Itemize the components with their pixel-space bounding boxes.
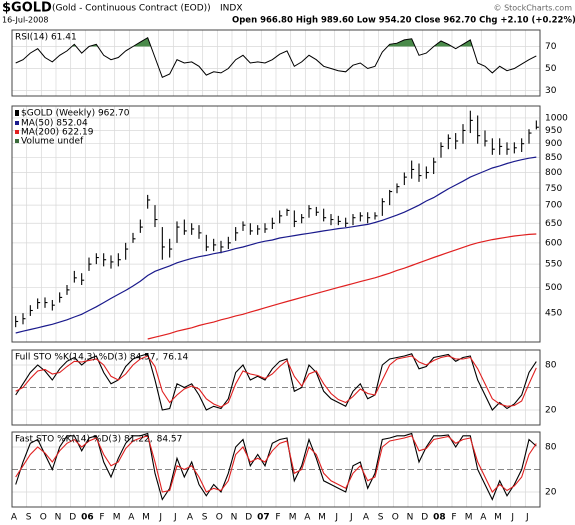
- rsi-line: [15, 36, 537, 78]
- y-tick-label: 70: [545, 42, 557, 52]
- x-tick-label: J: [173, 513, 177, 523]
- panel-label: Fast STO %K(14) %D(3) 81.22,: [15, 435, 153, 445]
- panel-label: Full STO %K(14,3) %D(3) 84.57,: [15, 353, 159, 363]
- y-tick-label: 80: [545, 443, 557, 453]
- y-tick-label: 20: [545, 406, 557, 416]
- x-tick-label: J: [349, 513, 353, 523]
- x-tick-label: M: [142, 513, 150, 523]
- panel-label: 84.57: [157, 435, 183, 445]
- y-tick-label: 950: [545, 126, 562, 136]
- y-tick-label: 650: [545, 219, 562, 229]
- sto-line: [15, 355, 537, 408]
- y-tick-label: 750: [545, 184, 562, 194]
- x-tick-label: M: [113, 513, 121, 523]
- legend-swatch: [15, 139, 19, 143]
- x-tick-label: O: [40, 513, 47, 523]
- x-tick-label: D: [69, 513, 76, 523]
- y-tick-label: 80: [545, 361, 557, 371]
- copyright: © StockCharts.com: [494, 4, 573, 13]
- legend-volume: Volume undef: [21, 137, 84, 147]
- x-tick-label: A: [11, 513, 18, 523]
- y-tick-label: 700: [545, 201, 562, 211]
- legend-price: $GOLD (Weekly) 962.70: [21, 109, 130, 119]
- x-tick-label: 07: [257, 513, 270, 523]
- y-tick-label: 1000: [545, 113, 568, 123]
- ma-line: [15, 156, 537, 334]
- x-tick-label: A: [363, 513, 370, 523]
- y-tick-label: 900: [545, 139, 562, 149]
- legend-entry: MA(200) 622.19: [21, 128, 94, 138]
- panel-frame: [11, 431, 541, 508]
- x-tick-label: N: [231, 513, 238, 523]
- x-tick-label: M: [494, 513, 502, 523]
- x-tick-label: J: [510, 513, 514, 523]
- x-tick-label: S: [378, 513, 384, 523]
- x-tick-label: J: [158, 513, 162, 523]
- x-tick-label: F: [275, 513, 280, 523]
- legend-entry: MA(50) 852.04: [21, 119, 88, 129]
- y-tick-label: 50: [545, 64, 557, 74]
- date: 16-Jul-2008: [2, 16, 48, 25]
- x-tick-label: 06: [81, 513, 94, 523]
- legend-swatch: [15, 130, 19, 134]
- x-tick-label: O: [392, 513, 399, 523]
- x-tick-label: D: [245, 513, 252, 523]
- panel-frame: [11, 349, 541, 426]
- x-tick-label: M: [289, 513, 297, 523]
- y-tick-label: 500: [545, 283, 562, 293]
- legend-swatch: [15, 110, 19, 116]
- quote: Open 966.80 High 989.60 Low 954.20 Close…: [232, 16, 575, 26]
- x-tick-label: A: [128, 513, 135, 523]
- y-tick-label: 450: [545, 309, 562, 319]
- panel-frame: [11, 29, 541, 97]
- panel-label: 76.14: [163, 353, 189, 363]
- x-tick-label: A: [187, 513, 194, 523]
- chart-title: (Gold - Continuous Contract (EOD)): [52, 4, 211, 14]
- y-tick-label: 850: [545, 153, 562, 163]
- x-tick-label: M: [465, 513, 473, 523]
- x-tick-label: J: [334, 513, 338, 523]
- x-tick-label: A: [480, 513, 487, 523]
- x-tick-label: S: [26, 513, 32, 523]
- x-tick-label: M: [318, 513, 326, 523]
- x-tick-label: O: [216, 513, 223, 523]
- x-tick-label: F: [451, 513, 456, 523]
- sto-line: [15, 353, 537, 411]
- x-tick-label: F: [99, 513, 104, 523]
- x-tick-label: J: [525, 513, 529, 523]
- x-tick-label: 08: [433, 513, 446, 523]
- x-tick-label: N: [407, 513, 414, 523]
- symbol: $GOLD: [2, 1, 52, 16]
- x-tick-label: A: [304, 513, 311, 523]
- x-tick-label: N: [55, 513, 62, 523]
- y-tick-label: 600: [545, 238, 562, 248]
- ma-line: [147, 233, 537, 340]
- x-tick-label: D: [421, 513, 428, 523]
- y-tick-label: 30: [545, 86, 557, 96]
- x-tick-label: S: [202, 513, 208, 523]
- panel-frame: [11, 105, 541, 343]
- rsi-label: RSI(14) 61.41: [15, 33, 77, 43]
- y-tick-label: 800: [545, 168, 562, 178]
- sto-line: [15, 435, 537, 493]
- y-tick-label: 20: [545, 488, 557, 498]
- exchange: INDX: [220, 4, 242, 14]
- y-tick-label: 550: [545, 260, 562, 270]
- legend-swatch: [15, 121, 19, 125]
